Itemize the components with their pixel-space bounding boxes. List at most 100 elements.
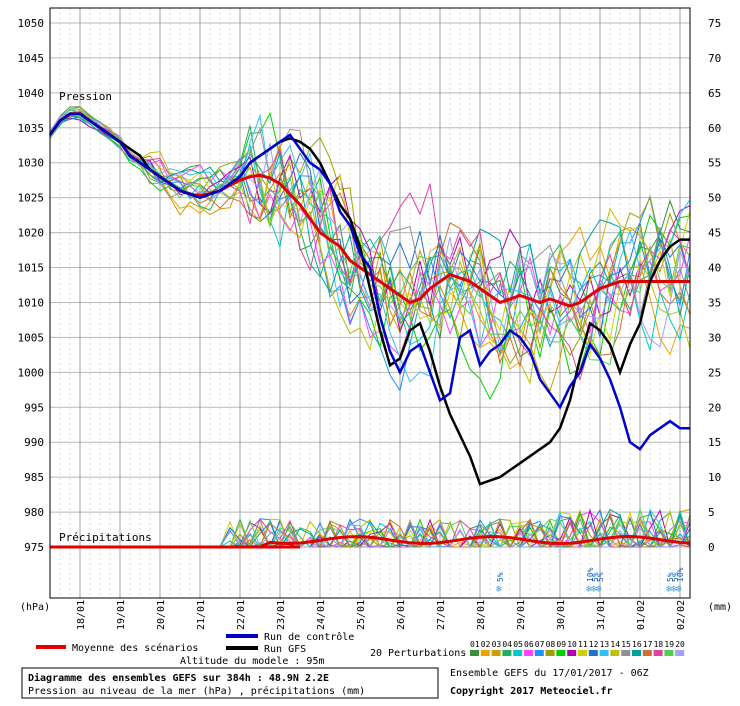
snow-probability-label: 10% <box>676 567 685 582</box>
snowflake-icon: ❄ <box>676 584 683 595</box>
snow-probability-label: 5% <box>591 572 600 582</box>
member-color-swatch <box>632 650 641 656</box>
right-tick-label: 50 <box>708 192 721 205</box>
member-20-pressure-line <box>49 113 691 350</box>
right-tick-label: 60 <box>708 122 721 135</box>
member-color-swatch <box>470 650 479 656</box>
title-box <box>21 667 439 699</box>
member-number: 10 <box>567 640 577 649</box>
member-color-swatch <box>599 650 609 656</box>
right-tick-label: 20 <box>708 401 721 414</box>
x-tick-label: 25/01 <box>356 600 367 630</box>
member-color-swatch <box>578 650 587 656</box>
right-tick-label: 40 <box>708 262 721 275</box>
left-tick-label: 1025 <box>18 192 45 205</box>
x-tick-label: 21/01 <box>196 600 207 630</box>
member-legend: 01 02 03 04 05 06 07 08 09 10 11 12 13 14 15 16 17 18 19 20 <box>470 640 685 656</box>
member-color-swatch <box>534 650 544 656</box>
member-color-swatch <box>610 650 620 656</box>
member-color-swatch <box>502 650 512 656</box>
x-axis-ticks: 18/01 19/01 20/01 21/01 22/01 23/01 24/01 25/01… <box>76 600 687 630</box>
copyright: Copyright 2017 Meteociel.fr <box>450 685 613 697</box>
snowflake-icon: ❄ <box>591 584 598 595</box>
member-number: 12 <box>589 640 599 649</box>
main-series <box>48 112 691 549</box>
pressure-section-label: Pression <box>59 90 112 103</box>
right-tick-label: 55 <box>708 157 721 170</box>
legend-gfs-label: Run GFS <box>264 644 306 655</box>
left-tick-label: 1000 <box>18 366 45 379</box>
member-number: 07 <box>535 640 545 649</box>
right-tick-label: 45 <box>708 227 721 240</box>
right-tick-label: 5 <box>708 506 715 519</box>
snowflake-icon: ❄ <box>496 584 503 595</box>
right-tick-label: 35 <box>708 296 721 309</box>
right-tick-label: 65 <box>708 87 721 100</box>
snow-probability-label: 5% <box>666 572 675 582</box>
member-color-swatch <box>642 650 652 656</box>
member-color-swatch <box>513 650 523 656</box>
left-tick-label: 1050 <box>18 17 45 30</box>
left-tick-label: 1005 <box>18 331 45 344</box>
member-color-swatch <box>675 650 685 656</box>
member-color-swatch <box>621 650 631 656</box>
x-tick-label: 01/02 <box>636 600 647 630</box>
left-axis-ticks: 1050 1045 1040 1035 1030 1025 1020 1015 1010 1005… <box>18 17 45 554</box>
member-number: 04 <box>502 640 512 649</box>
right-tick-label: 10 <box>708 471 721 484</box>
left-tick-label: 990 <box>24 436 44 449</box>
right-axis-unit: (mm) <box>708 602 732 613</box>
member-16-pressure-line <box>49 115 691 325</box>
x-tick-label: 22/01 <box>236 600 247 630</box>
member-number: 09 <box>556 640 566 649</box>
member-color-swatch <box>664 650 674 656</box>
legend-mean-label: Moyenne des scénarios <box>72 642 198 654</box>
run-label: Ensemble GEFS du 17/01/2017 - 06Z <box>450 668 649 679</box>
x-tick-label: 27/01 <box>436 600 447 630</box>
right-tick-label: 0 <box>708 541 715 554</box>
member-color-swatch <box>491 650 501 656</box>
left-tick-label: 1040 <box>18 87 45 100</box>
left-tick-label: 980 <box>24 506 44 519</box>
snowflake-icon: ❄ <box>666 584 673 595</box>
member-number: 05 <box>513 640 523 649</box>
x-tick-label: 20/01 <box>156 600 167 630</box>
snow-probability-label: 5% <box>671 572 680 582</box>
member-number: 18 <box>654 640 664 649</box>
member-number: 11 <box>578 640 588 649</box>
right-tick-label: 30 <box>708 331 721 344</box>
snow-probability-label: 5% <box>496 572 505 582</box>
member-number: 08 <box>546 640 556 649</box>
snowflake-icon: ❄ <box>596 584 603 595</box>
left-tick-label: 1035 <box>18 122 45 135</box>
right-tick-label: 25 <box>708 366 721 379</box>
member-color-swatch <box>480 650 490 656</box>
legend-control-label: Run de contrôle <box>264 631 354 643</box>
right-tick-label: 70 <box>708 52 721 65</box>
left-tick-label: 995 <box>24 401 44 414</box>
member-06-pressure-line <box>49 110 691 357</box>
snow-probability-label: 10% <box>586 567 595 582</box>
left-tick-label: 1030 <box>18 157 45 170</box>
member-color-swatch <box>545 650 555 656</box>
member-number: 13 <box>600 640 610 649</box>
member-number: 03 <box>492 640 502 649</box>
chart-subtitle: Pression au niveau de la mer (hPa) , pré… <box>28 685 365 697</box>
x-tick-label: 18/01 <box>76 600 87 630</box>
left-tick-label: 1015 <box>18 262 45 275</box>
member-color-swatch <box>556 650 566 656</box>
x-tick-label: 26/01 <box>396 600 407 630</box>
left-tick-label: 1045 <box>18 52 45 65</box>
right-tick-label: 75 <box>708 17 721 30</box>
left-tick-label: 985 <box>24 471 44 484</box>
legend-perturbations-label: 20 Perturbations <box>370 648 466 659</box>
member-number: 17 <box>643 640 653 649</box>
snowflake-icon: ❄ <box>586 584 593 595</box>
member-number: 02 <box>481 640 491 649</box>
x-tick-label: 02/02 <box>676 600 687 630</box>
member-09-pressure-line <box>49 111 691 400</box>
x-tick-label: 28/01 <box>476 600 487 630</box>
member-15-pressure-line <box>49 114 691 327</box>
x-tick-label: 31/01 <box>596 600 607 630</box>
